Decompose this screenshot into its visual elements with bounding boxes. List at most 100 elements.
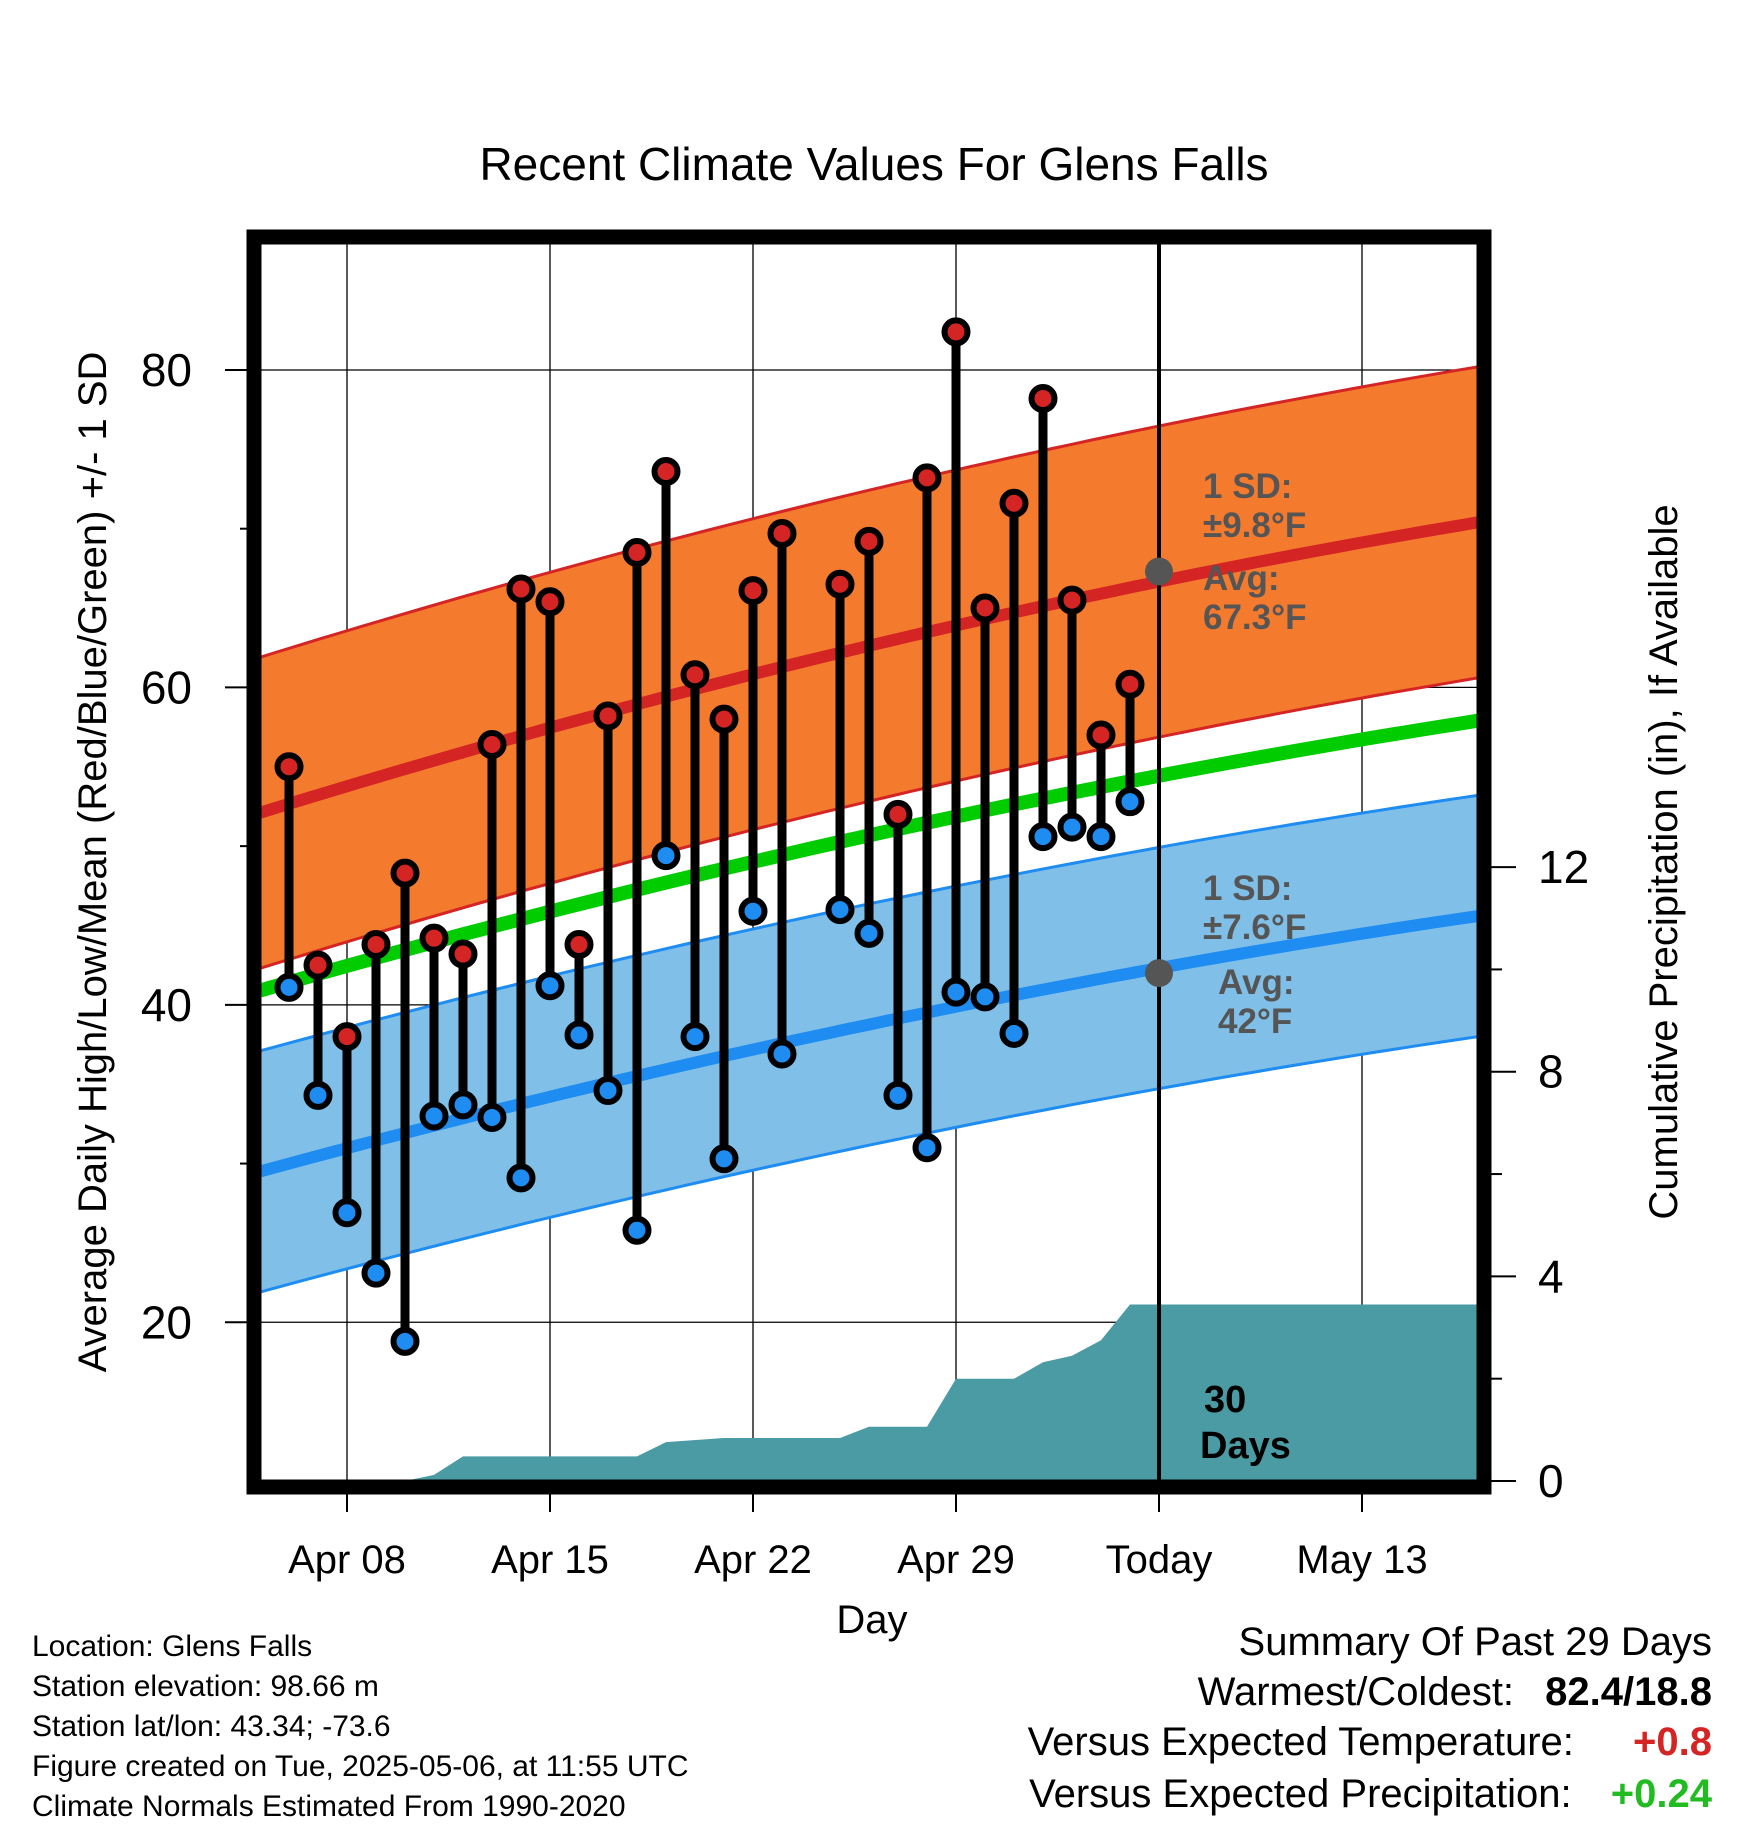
daily-high-marker: [825, 569, 855, 599]
daily-low-marker: [622, 1215, 652, 1245]
x-axis-label: Day: [836, 1598, 907, 1642]
summary-title: Summary Of Past 29 Days: [1238, 1620, 1712, 1664]
x-tick-label: May 13: [1296, 1538, 1427, 1582]
window-annotation: 30 Days: [1200, 1379, 1291, 1467]
high-avg-annotation: Avg: 67.3°F: [1203, 559, 1307, 637]
daily-low-marker: [651, 841, 681, 871]
y-right-tick-label: 0: [1538, 1455, 1564, 1507]
high-sd-annotation: 1 SD: ±9.8°F: [1203, 467, 1306, 545]
daily-low-marker: [680, 1022, 710, 1052]
summary-precip-label: Versus Expected Precipitation:: [1029, 1772, 1572, 1816]
y-right-tick-label: 4: [1538, 1250, 1564, 1302]
daily-low-marker: [738, 896, 768, 926]
x-tick-label: Apr 08: [288, 1538, 406, 1582]
daily-low-marker: [448, 1090, 478, 1120]
daily-low-marker: [883, 1080, 913, 1110]
daily-low-marker: [854, 918, 884, 948]
daily-high-marker: [651, 457, 681, 487]
daily-high-marker: [883, 799, 913, 829]
daily-high-marker: [535, 587, 565, 617]
daily-low-marker: [825, 895, 855, 925]
info-location: Location: Glens Falls: [32, 1630, 313, 1663]
low-sd-annotation: 1 SD: ±7.6°F: [1203, 869, 1306, 947]
precipitation-fill: [260, 1304, 1478, 1481]
daily-high-marker: [941, 317, 971, 347]
daily-low-marker: [593, 1076, 623, 1106]
daily-high-marker: [390, 858, 420, 888]
precipitation-area: [260, 1304, 1478, 1481]
daily-high-marker: [1086, 720, 1116, 750]
x-tick-label: Apr 29: [897, 1538, 1015, 1582]
summary-temp-value: +0.8: [1633, 1720, 1712, 1764]
summary-precip: Versus Expected Precipitation: +0.24: [1029, 1772, 1712, 1817]
y-left-tick-label: 80: [141, 344, 192, 396]
daily-high-marker: [738, 576, 768, 606]
daily-high-marker: [680, 660, 710, 690]
daily-high-marker: [1115, 669, 1145, 699]
daily-bars: [274, 317, 1145, 1356]
daily-high-marker: [1028, 384, 1058, 414]
summary-temp-label: Versus Expected Temperature:: [1027, 1720, 1574, 1764]
daily-low-marker: [303, 1080, 333, 1110]
summary-precip-value: +0.24: [1610, 1772, 1712, 1816]
daily-high-marker: [448, 939, 478, 969]
daily-low-marker: [1057, 812, 1087, 842]
x-tick-label: Apr 22: [694, 1538, 812, 1582]
daily-high-marker: [477, 730, 507, 760]
daily-low-marker: [999, 1018, 1029, 1048]
y-axis-right-label: Cumulative Precipitation (in), If Availa…: [1642, 504, 1686, 1219]
y-axis-left-label: Average Daily High/Low/Mean (Red/Blue/Gr…: [71, 352, 115, 1373]
daily-low-marker: [767, 1039, 797, 1069]
daily-low-marker: [1028, 822, 1058, 852]
summary-warm-cold-value: 82.4/18.8: [1545, 1670, 1712, 1714]
low-sd-lower-line: [260, 1035, 1478, 1294]
daily-low-marker: [506, 1163, 536, 1193]
daily-high-marker: [622, 538, 652, 567]
daily-low-marker: [941, 977, 971, 1007]
daily-high-marker: [970, 593, 1000, 623]
x-tick-label: Apr 15: [491, 1538, 609, 1582]
plot-frame: [246, 229, 1492, 1495]
y-left-tick-label: 20: [141, 1296, 192, 1348]
info-created: Figure created on Tue, 2025-05-06, at 11…: [32, 1750, 689, 1783]
daily-low-marker: [361, 1258, 391, 1288]
daily-high-marker: [303, 950, 333, 980]
daily-low-marker: [419, 1101, 449, 1131]
y-left-tick-label: 60: [141, 661, 192, 713]
daily-low-marker: [709, 1144, 739, 1174]
low-avg-annotation: Avg: 42°F: [1218, 963, 1294, 1041]
daily-low-marker: [477, 1103, 507, 1133]
annotations: 1 SD: ±9.8°F Avg: 67.3°F 1 SD: ±7.6°F Avg: 42°F…: [1145, 243, 1307, 1481]
y-left-tick-label: 40: [141, 979, 192, 1031]
daily-high-marker: [767, 518, 797, 548]
summary-warm-cold-label: Warmest/Coldest:: [1197, 1670, 1515, 1714]
info-elevation: Station elevation: 98.66 m: [32, 1670, 379, 1703]
daily-low-marker: [912, 1133, 942, 1163]
daily-high-marker: [912, 463, 942, 493]
daily-low-marker: [564, 1020, 594, 1050]
daily-high-marker: [709, 704, 739, 734]
daily-low-marker: [970, 982, 1000, 1012]
info-normals: Climate Normals Estimated From 1990-2020: [32, 1790, 626, 1823]
daily-low-marker: [390, 1326, 420, 1356]
today-high-avg-marker: [1145, 557, 1173, 586]
daily-high-marker: [564, 930, 594, 960]
y-right-tick-label: 12: [1538, 841, 1589, 893]
daily-high-marker: [274, 752, 304, 782]
daily-low-marker: [1086, 822, 1116, 852]
x-tick-label: Today: [1106, 1538, 1213, 1582]
daily-high-marker: [361, 930, 391, 960]
daily-low-marker: [1115, 787, 1145, 817]
low-sd-band: [260, 795, 1478, 1293]
daily-high-marker: [1057, 585, 1087, 615]
today-low-avg-marker: [1145, 959, 1173, 988]
y-right-tick-label: 8: [1538, 1046, 1564, 1098]
daily-low-marker: [535, 971, 565, 1001]
daily-low-marker: [274, 972, 304, 1002]
chart-title: Recent Climate Values For Glens Falls: [479, 138, 1268, 190]
high-sd-upper-line: [260, 365, 1478, 659]
info-latlon: Station lat/lon: 43.34; -73.6: [32, 1710, 391, 1743]
axes: 20 40 60 80 0 4 8 12 Apr 08 Apr 15 Apr 22 Apr 29 Tod…: [71, 344, 1686, 1642]
daily-high-marker: [854, 526, 884, 556]
